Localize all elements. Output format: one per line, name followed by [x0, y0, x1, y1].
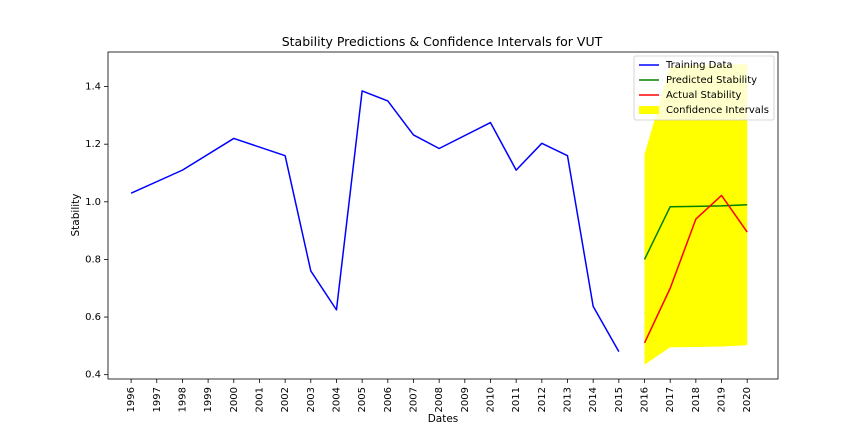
- series-layer: [130, 90, 748, 353]
- x-tick-label: 1996: [126, 387, 137, 412]
- x-axis: 1996 1997 1998 1999 2000 2001 2002 2003 2004 2005…: [126, 379, 753, 412]
- legend-box: [633, 55, 775, 121]
- x-tick-label: 2008: [434, 387, 445, 412]
- x-tick-label: 2001: [254, 387, 265, 412]
- legend-label: Actual Stability: [666, 90, 742, 101]
- x-tick-label: 2007: [408, 387, 419, 412]
- x-tick-label: 2019: [717, 387, 728, 412]
- y-tick-label: 1.4: [85, 82, 101, 93]
- x-tick-label: 2015: [614, 387, 625, 412]
- x-tick-label: 2002: [280, 387, 291, 412]
- series-line-3: [643, 194, 748, 344]
- x-tick-label: 2020: [742, 387, 753, 412]
- plot-frame: [107, 51, 779, 380]
- x-tick-label: 2005: [357, 387, 368, 412]
- x-tick-label: 1999: [203, 387, 214, 412]
- x-tick-label: 2006: [383, 387, 394, 412]
- x-tick-label: 2012: [537, 387, 548, 412]
- series-line-2: [643, 203, 748, 260]
- x-tick-label: 2018: [691, 387, 702, 412]
- x-tick-label: 2000: [229, 387, 240, 412]
- y-axis-label: Stability: [70, 194, 82, 237]
- x-tick-label: 2004: [331, 387, 342, 412]
- y-tick-label: 1.2: [85, 139, 101, 150]
- legend: Training Data Predicted Stability Actual S…: [633, 55, 775, 121]
- x-tick-label: 2017: [665, 387, 676, 412]
- x-tick-label: 2003: [306, 387, 317, 412]
- x-axis-label: Dates: [428, 413, 459, 425]
- y-tick-label: 1.0: [85, 197, 101, 208]
- y-tick-label: 0.4: [85, 370, 101, 381]
- x-tick-label: 2016: [640, 387, 651, 412]
- x-tick-label: 2010: [485, 387, 496, 412]
- y-tick-label: 0.8: [85, 254, 101, 265]
- x-tick-label: 2009: [460, 387, 471, 412]
- y-tick-label: 0.6: [85, 312, 101, 323]
- chart-title: Stability Predictions & Confidence Inter…: [282, 34, 603, 49]
- x-tick-label: 2011: [511, 387, 522, 412]
- x-tick-label: 2014: [588, 387, 599, 412]
- x-tick-label: 1998: [177, 387, 188, 412]
- x-tick-label: 2013: [563, 387, 574, 412]
- x-tick-label: 1997: [152, 387, 163, 412]
- legend-label: Confidence Intervals: [666, 105, 769, 116]
- y-axis: 0.4 0.6 0.8 1.0 1.2 1.4: [85, 82, 108, 381]
- legend-swatch-patch: [639, 106, 659, 114]
- series-line-1: [130, 90, 620, 353]
- legend-label: Predicted Stability: [666, 75, 757, 86]
- legend-label: Training Data: [665, 60, 733, 71]
